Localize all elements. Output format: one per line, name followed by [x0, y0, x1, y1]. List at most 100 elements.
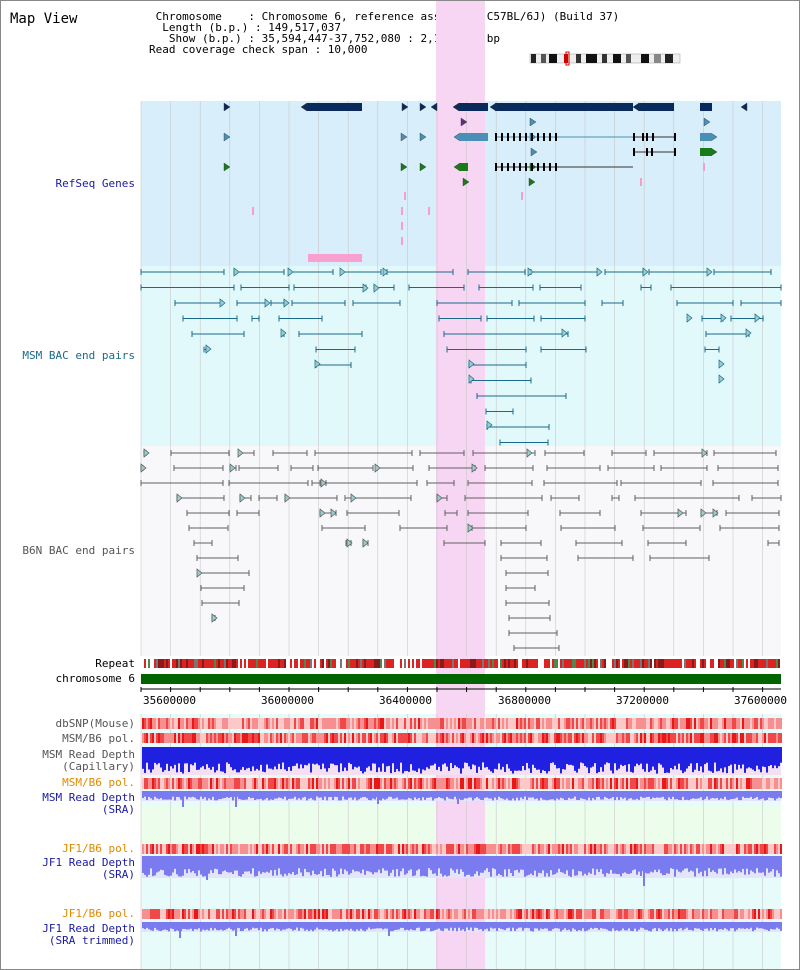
msm-pol-label[interactable]: MSM/B6 pol. — [62, 732, 135, 745]
depth-bar — [376, 922, 378, 929]
jf1-depth-trimmed-label[interactable]: JF1 Read Depth (SRA trimmed) — [42, 922, 135, 947]
depth-bar — [584, 747, 586, 766]
heat-cell — [248, 778, 250, 789]
depth-bar — [474, 856, 476, 874]
heat-cell — [152, 733, 154, 743]
dbsnp-label[interactable]: dbSNP(Mouse) — [55, 717, 135, 730]
heat-cell — [234, 733, 236, 743]
heat-cell — [204, 778, 206, 789]
depth-bar — [742, 922, 744, 929]
depth-bar — [318, 856, 320, 875]
heat-cell — [142, 718, 144, 729]
heat-cell — [422, 909, 424, 919]
heat-cell — [442, 718, 444, 729]
depth-bar — [706, 791, 708, 797]
heat-cell — [372, 718, 374, 729]
heat-cell — [604, 733, 606, 743]
depth-bar — [472, 791, 474, 801]
depth-bar — [526, 747, 528, 764]
heat-cell — [406, 778, 408, 789]
heat-cell — [762, 909, 764, 919]
repeat-block — [748, 659, 750, 668]
msm-bac-label[interactable]: MSM BAC end pairs — [22, 349, 135, 362]
heat-cell — [412, 844, 414, 854]
heat-cell — [150, 718, 152, 729]
heat-cell — [202, 844, 204, 854]
heat-cell — [254, 733, 256, 743]
heat-cell — [252, 909, 254, 919]
heat-cell — [422, 733, 424, 743]
heat-cell — [412, 778, 414, 789]
heat-cell — [458, 909, 460, 919]
heat-cell — [494, 909, 496, 919]
jf1-depth-sra-label[interactable]: JF1 Read Depth (SRA) — [42, 856, 135, 881]
heat-cell — [682, 844, 684, 854]
depth-bar — [500, 791, 502, 799]
msm-depth-capillary-label[interactable]: MSM Read Depth (Capillary) — [42, 748, 135, 773]
heat-cell — [448, 733, 450, 743]
heat-cell — [610, 733, 612, 743]
heat-cell — [430, 909, 432, 919]
depth-bar — [532, 922, 534, 932]
exon-tick — [549, 163, 551, 171]
jf1-pol-label[interactable]: JF1/B6 pol. — [62, 842, 135, 855]
repeat-block — [728, 659, 730, 668]
axis-tick-label: 35600000 — [143, 694, 196, 707]
msm-pol2-label[interactable]: MSM/B6 pol. — [62, 776, 135, 789]
heat-cell — [358, 718, 360, 729]
heat-cell — [378, 909, 380, 919]
depth-bar — [652, 791, 654, 798]
heat-cell — [200, 778, 202, 789]
heat-cell — [418, 733, 420, 743]
repeat-block — [508, 659, 510, 668]
depth-bar — [272, 791, 274, 800]
depth-bar — [690, 791, 692, 800]
heat-cell — [382, 733, 384, 743]
depth-bar — [174, 856, 176, 869]
heat-cell — [558, 844, 560, 854]
heat-cell — [328, 718, 330, 729]
depth-bar — [442, 791, 444, 799]
heat-cell — [174, 718, 176, 729]
depth-bar — [760, 922, 762, 929]
depth-bar — [238, 791, 240, 799]
heat-cell — [160, 909, 162, 919]
heat-cell — [490, 909, 492, 919]
heat-cell — [242, 909, 244, 919]
depth-bar — [196, 791, 198, 800]
heat-cell — [478, 733, 480, 743]
heat-cell — [338, 844, 340, 854]
heat-cell — [730, 778, 732, 789]
heat-cell — [600, 718, 602, 729]
depth-bar — [160, 747, 162, 768]
refseq-label[interactable]: RefSeq Genes — [55, 177, 135, 190]
heat-cell — [736, 733, 738, 743]
depth-bar — [430, 856, 432, 871]
msm-depth-sra-label[interactable]: MSM Read Depth (SRA) — [42, 791, 135, 816]
heat-cell — [328, 778, 330, 789]
heat-cell — [352, 733, 354, 743]
depth-bar — [774, 791, 776, 801]
jf1-pol2-label[interactable]: JF1/B6 pol. — [62, 907, 135, 920]
heat-cell — [748, 778, 750, 789]
heat-cell — [294, 778, 296, 789]
depth-bar — [362, 791, 364, 798]
heat-cell — [238, 844, 240, 854]
depth-bar — [714, 856, 716, 872]
heat-cell — [456, 718, 458, 729]
depth-bar — [616, 747, 618, 771]
repeat-block — [354, 659, 356, 668]
depth-bar — [160, 856, 162, 870]
depth-bar — [706, 922, 708, 929]
heat-cell — [292, 718, 294, 729]
repeat-block — [394, 659, 396, 668]
heat-cell — [672, 844, 674, 854]
heat-cell — [172, 718, 174, 729]
depth-bar — [714, 791, 716, 799]
depth-bar — [364, 922, 366, 932]
b6n-bac-label[interactable]: B6N BAC end pairs — [22, 544, 135, 557]
exon-tick — [537, 133, 539, 141]
depth-bar — [638, 791, 640, 800]
repeat-block — [154, 659, 156, 668]
